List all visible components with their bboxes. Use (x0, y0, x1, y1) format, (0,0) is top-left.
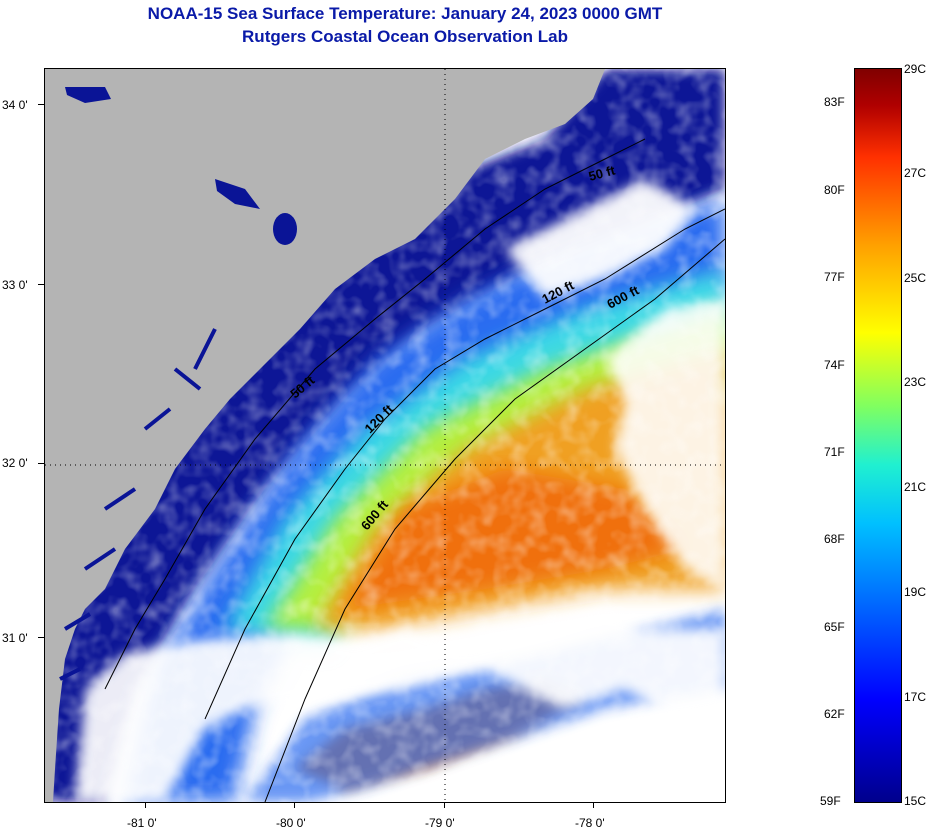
lat-tick-31 (38, 637, 44, 638)
lake-marion (273, 213, 297, 245)
graticule (45, 69, 725, 802)
lon-tick-80 (294, 802, 295, 808)
colorbar-label-77f: 77F (824, 270, 845, 284)
contour-120ft (204, 208, 725, 720)
colorbar-label-17c: 17C (904, 690, 927, 704)
lon-tick-81 (145, 802, 146, 808)
colorbar-label-68f: 68F (824, 532, 845, 546)
lon-tick-78 (593, 802, 594, 808)
colorbar-label-65f: 65F (824, 620, 845, 634)
lon-label-81: -81 0' (127, 816, 157, 830)
lat-tick-33 (38, 284, 44, 285)
colorbar-label-29c: 29C (904, 62, 927, 76)
lon-label-80: -80 0' (276, 816, 306, 830)
coastal-rivers (59, 328, 217, 681)
colorbar-label-71f: 71F (824, 445, 845, 459)
colorbar-label-21c: 21C (904, 480, 927, 494)
colorbar-label-15c: 15C (904, 794, 927, 808)
map-title: NOAA-15 Sea Surface Temperature: January… (147, 4, 663, 23)
lat-label-31: 31 0' (2, 631, 28, 645)
colorbar-label-59f: 59F (820, 794, 841, 808)
colorbar-label-80f: 80F (824, 183, 845, 197)
lat-tick-32 (38, 463, 44, 464)
land (45, 69, 605, 802)
contour-label-50ft-north: 50 ft (587, 162, 617, 184)
colorbar-label-27c: 27C (904, 166, 927, 180)
lon-label-78: -78 0' (575, 816, 605, 830)
lon-label-79: -79 0' (425, 816, 455, 830)
lat-label-34: 34 0' (2, 98, 28, 112)
colorbar-label-25c: 25C (904, 271, 927, 285)
inland-lakes (65, 87, 260, 209)
lat-tick-34 (38, 104, 44, 105)
colorbar-label-83f: 83F (824, 95, 845, 109)
lon-tick-79 (444, 802, 445, 808)
contour-600ft (264, 238, 725, 802)
map-subtitle: Rutgers Coastal Ocean Observation Lab (242, 27, 568, 46)
sst-map: 50 ft 50 ft 120 ft 120 ft 600 ft 600 ft (44, 68, 726, 803)
sst-map-graphic: 50 ft 50 ft 120 ft 120 ft 600 ft 600 ft (45, 69, 725, 802)
colorbar-label-62f: 62F (824, 707, 845, 721)
colorbar-label-23c: 23C (904, 375, 927, 389)
depth-contours (104, 138, 725, 802)
lat-label-32: 32 0' (2, 456, 28, 470)
colorbar-label-74f: 74F (824, 358, 845, 372)
temperature-colorbar (854, 68, 902, 803)
colorbar-label-19c: 19C (904, 585, 927, 599)
lat-label-33: 33 0' (2, 278, 28, 292)
contour-50ft (104, 138, 646, 690)
